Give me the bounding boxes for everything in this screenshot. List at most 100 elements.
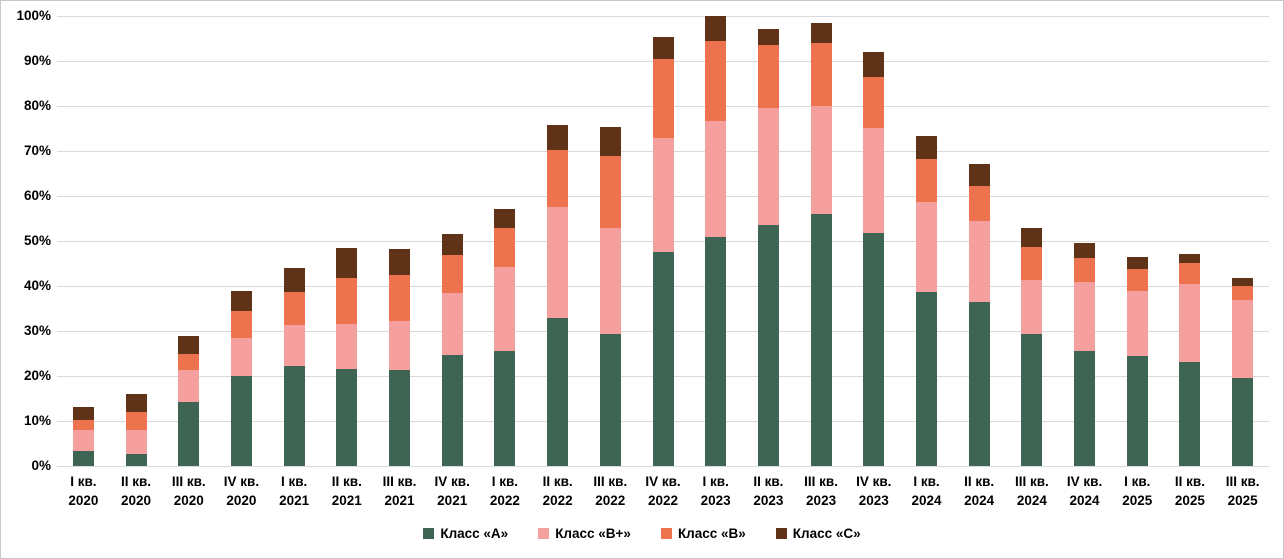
bar-segment-series-1-cat-19[interactable] [1074, 281, 1096, 351]
bar-segment-series-1-cat-0[interactable] [72, 429, 94, 451]
bar-segment-series-0-cat-19[interactable] [1074, 350, 1096, 466]
x-label-22: III кв. 2025 [1216, 472, 1269, 510]
bar-segment-series-1-cat-12[interactable] [705, 121, 727, 238]
bar-segment-series-3-cat-0[interactable] [72, 406, 94, 421]
bar-segment-series-3-cat-1[interactable] [125, 394, 147, 413]
legend-item-1[interactable]: Класс «В+» [538, 526, 631, 541]
bar-segment-series-2-cat-1[interactable] [125, 412, 147, 431]
bar-segment-series-0-cat-11[interactable] [652, 251, 674, 466]
bar-segment-series-1-cat-11[interactable] [652, 138, 674, 252]
bar-segment-series-2-cat-12[interactable] [705, 41, 727, 122]
bar-segment-series-1-cat-6[interactable] [389, 321, 411, 371]
bar-segment-series-3-cat-8[interactable] [494, 208, 516, 228]
bar-segment-series-1-cat-14[interactable] [810, 106, 832, 215]
bar-segment-series-1-cat-2[interactable] [178, 369, 200, 402]
bar-segment-series-3-cat-9[interactable] [547, 124, 569, 151]
legend-item-3[interactable]: Класс «С» [775, 526, 861, 541]
bar-segment-series-0-cat-18[interactable] [1021, 334, 1043, 466]
bar-segment-series-1-cat-17[interactable] [968, 221, 990, 303]
bar-segment-series-2-cat-0[interactable] [72, 420, 94, 430]
bar-segment-series-0-cat-1[interactable] [125, 453, 147, 466]
bar-segment-series-3-cat-2[interactable] [178, 336, 200, 355]
bar-segment-series-2-cat-9[interactable] [547, 150, 569, 207]
legend-item-0[interactable]: Класс «А» [423, 526, 508, 541]
bar-segment-series-0-cat-2[interactable] [178, 401, 200, 466]
bar-segment-series-3-cat-16[interactable] [915, 136, 937, 160]
bar-segment-series-0-cat-21[interactable] [1179, 361, 1201, 466]
x-label-year: 2023 [700, 493, 731, 508]
bar-segment-series-3-cat-21[interactable] [1179, 253, 1201, 264]
bar-segment-series-2-cat-6[interactable] [389, 274, 411, 322]
bar-segment-series-2-cat-15[interactable] [863, 76, 885, 128]
bar-segment-series-2-cat-2[interactable] [178, 354, 200, 370]
bar-segment-series-2-cat-11[interactable] [652, 59, 674, 139]
bar-segment-series-1-cat-16[interactable] [915, 201, 937, 292]
bar-segment-series-1-cat-8[interactable] [494, 267, 516, 351]
bar-segment-series-0-cat-20[interactable] [1126, 356, 1148, 466]
bar-segment-series-0-cat-0[interactable] [72, 450, 94, 466]
bar-segment-series-3-cat-15[interactable] [863, 52, 885, 77]
bar-segment-series-3-cat-3[interactable] [230, 290, 252, 312]
bar-segment-series-0-cat-9[interactable] [547, 317, 569, 466]
bar-segment-series-2-cat-4[interactable] [283, 291, 305, 325]
bar-segment-series-2-cat-10[interactable] [599, 155, 621, 228]
bar-segment-series-3-cat-7[interactable] [441, 234, 463, 255]
bar-segment-series-1-cat-22[interactable] [1232, 299, 1254, 378]
bar-segment-series-1-cat-13[interactable] [757, 108, 779, 226]
bar-segment-series-1-cat-9[interactable] [547, 206, 569, 318]
bar-segment-series-0-cat-17[interactable] [968, 302, 990, 466]
bar-segment-series-0-cat-16[interactable] [915, 291, 937, 466]
bar-segment-series-3-cat-18[interactable] [1021, 227, 1043, 248]
bar-segment-series-3-cat-12[interactable] [705, 16, 727, 42]
bar-segment-series-1-cat-21[interactable] [1179, 283, 1201, 362]
bar-segment-series-3-cat-19[interactable] [1074, 242, 1096, 259]
bar-segment-series-3-cat-14[interactable] [810, 23, 832, 44]
bar-segment-series-3-cat-5[interactable] [336, 248, 358, 279]
bar-segment-series-2-cat-14[interactable] [810, 43, 832, 107]
bar-segment-series-2-cat-3[interactable] [230, 311, 252, 339]
bar-segment-series-1-cat-7[interactable] [441, 293, 463, 356]
bar-segment-series-2-cat-21[interactable] [1179, 263, 1201, 284]
bar-segment-series-2-cat-19[interactable] [1074, 258, 1096, 282]
bar-segment-series-3-cat-22[interactable] [1232, 277, 1254, 287]
bar-segment-series-1-cat-18[interactable] [1021, 280, 1043, 335]
bar-segment-series-1-cat-3[interactable] [230, 338, 252, 376]
bar-segment-series-3-cat-17[interactable] [968, 164, 990, 187]
bar-segment-series-1-cat-15[interactable] [863, 127, 885, 233]
bar-segment-series-2-cat-18[interactable] [1021, 247, 1043, 281]
bar-segment-series-2-cat-17[interactable] [968, 186, 990, 222]
bar-segment-series-2-cat-5[interactable] [336, 278, 358, 324]
bar-segment-series-1-cat-10[interactable] [599, 227, 621, 334]
bar-segment-series-3-cat-4[interactable] [283, 268, 305, 292]
bar-segment-series-2-cat-8[interactable] [494, 227, 516, 268]
bar-segment-series-2-cat-20[interactable] [1126, 268, 1148, 291]
bar-segment-series-0-cat-5[interactable] [336, 369, 358, 466]
bar-segment-series-1-cat-4[interactable] [283, 324, 305, 367]
bar-segment-series-3-cat-20[interactable] [1126, 256, 1148, 269]
bar-segment-series-3-cat-6[interactable] [389, 249, 411, 275]
bar-segment-series-1-cat-1[interactable] [125, 430, 147, 454]
bar-segment-series-3-cat-11[interactable] [652, 37, 674, 60]
bar-segment-series-0-cat-7[interactable] [441, 355, 463, 466]
bar-segment-series-2-cat-22[interactable] [1232, 286, 1254, 300]
plot-area [57, 16, 1269, 467]
bar-segment-series-2-cat-13[interactable] [757, 44, 779, 109]
bar-segment-series-2-cat-16[interactable] [915, 159, 937, 202]
bar-segment-series-0-cat-22[interactable] [1232, 377, 1254, 466]
bar-segment-series-0-cat-10[interactable] [599, 333, 621, 466]
bar-segment-series-2-cat-7[interactable] [441, 254, 463, 294]
bar-segment-series-0-cat-14[interactable] [810, 214, 832, 466]
bar-segment-series-0-cat-12[interactable] [705, 237, 727, 466]
bar-segment-series-0-cat-15[interactable] [863, 232, 885, 466]
bar-segment-series-0-cat-8[interactable] [494, 350, 516, 466]
bar-segment-series-3-cat-10[interactable] [599, 127, 621, 156]
bar-segment-series-3-cat-13[interactable] [757, 29, 779, 45]
bar-segment-series-0-cat-3[interactable] [230, 376, 252, 466]
bar-segment-series-1-cat-5[interactable] [336, 323, 358, 370]
legend-item-2[interactable]: Класс «В» [660, 526, 746, 541]
bar-segment-series-0-cat-6[interactable] [389, 370, 411, 466]
x-label-18: III кв. 2024 [1006, 472, 1059, 510]
bar-segment-series-0-cat-13[interactable] [757, 225, 779, 466]
bar-segment-series-0-cat-4[interactable] [283, 366, 305, 466]
bar-segment-series-1-cat-20[interactable] [1126, 290, 1148, 357]
